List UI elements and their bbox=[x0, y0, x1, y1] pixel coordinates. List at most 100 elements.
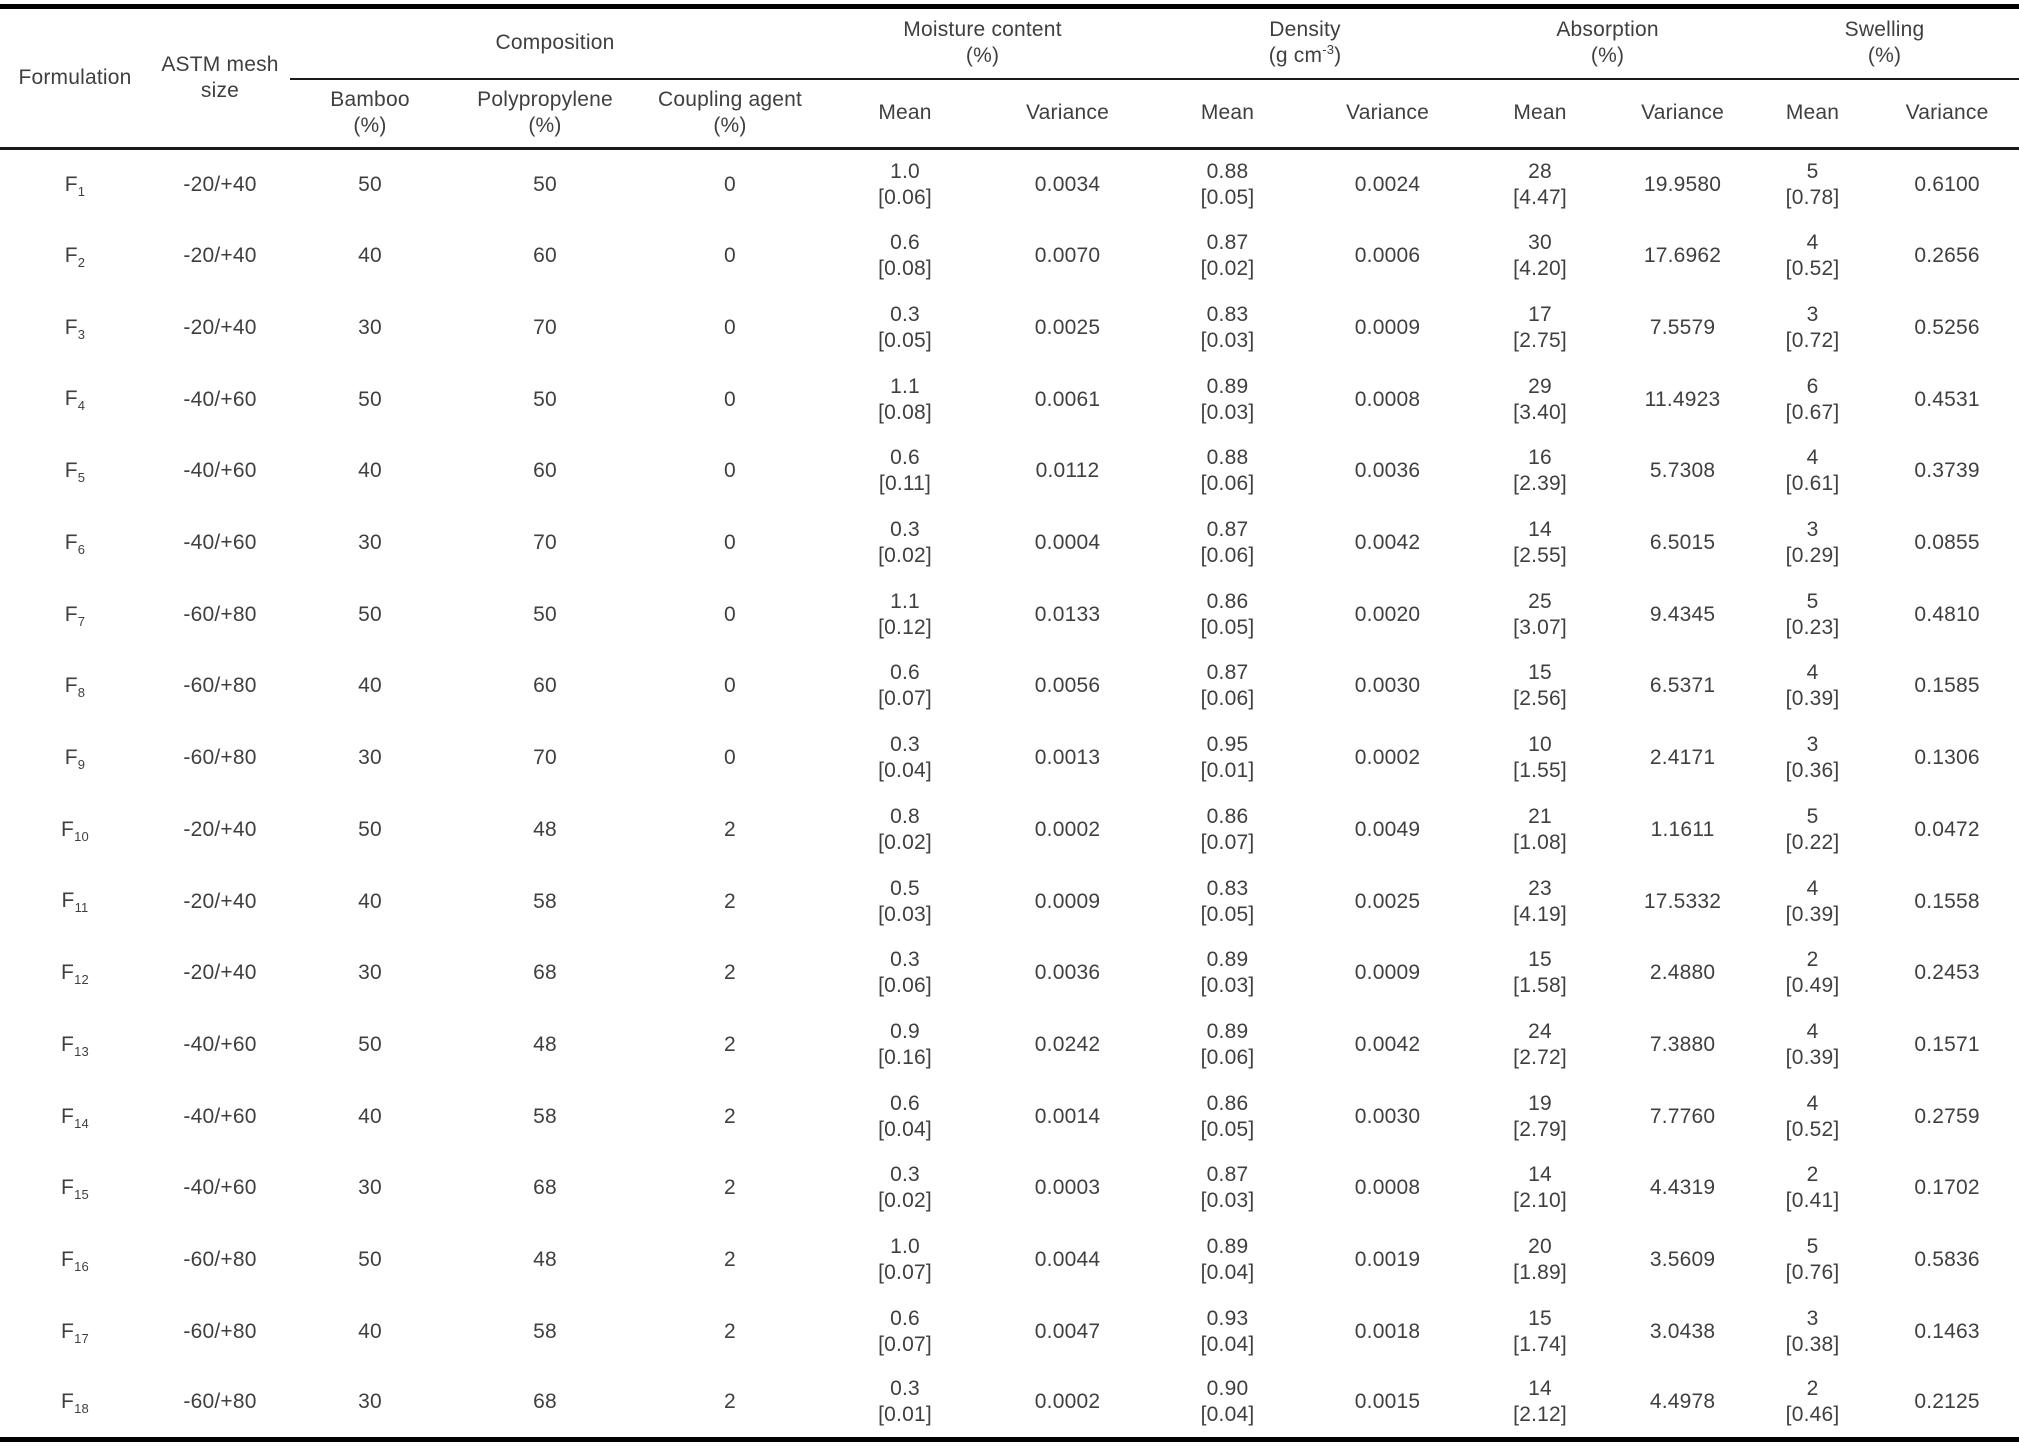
absorption-variance-cell: 4.4319 bbox=[1649, 1176, 1716, 1200]
swelling-variance-cell: 0.3739 bbox=[1914, 459, 1980, 483]
swelling-mean-cell: 6 [0.67] bbox=[1785, 374, 1840, 424]
swelling-mean-cell: 5 [0.78] bbox=[1785, 160, 1840, 210]
moisture-variance-cell: 0.0002 bbox=[1034, 817, 1101, 841]
absorption-variance-cell: 11.4923 bbox=[1644, 387, 1721, 411]
header-density-variance: Variance bbox=[1310, 78, 1466, 150]
header-formulation: Formulation bbox=[0, 6, 150, 150]
table-row: F6 -40/+60 30 70 0 0.3 [0.02] 0.0004 0.87… bbox=[0, 507, 2019, 579]
density-variance-cell: 0.0009 bbox=[1354, 961, 1421, 985]
coupling-agent-cell: 2 bbox=[724, 1248, 736, 1272]
swelling-mean-cell: 3 [0.38] bbox=[1785, 1306, 1840, 1356]
polypropylene-cell: 50 bbox=[533, 602, 557, 626]
table-row: F9 -60/+80 30 70 0 0.3 [0.04] 0.0013 0.95… bbox=[0, 722, 2019, 794]
polypropylene-cell: 48 bbox=[533, 817, 557, 841]
header-swelling-mean: Mean bbox=[1750, 78, 1876, 150]
density-mean-cell: 0.87 [0.03] bbox=[1200, 1163, 1255, 1213]
swelling-variance-cell: 0.2125 bbox=[1914, 1390, 1980, 1414]
moisture-mean-cell: 1.1 [0.08] bbox=[878, 374, 932, 424]
absorption-variance-cell: 19.9580 bbox=[1643, 173, 1722, 197]
coupling-agent-cell: 0 bbox=[724, 674, 736, 698]
formulation-cell: F3 bbox=[64, 315, 86, 342]
bamboo-cell: 40 bbox=[358, 1104, 382, 1128]
swelling-mean-cell: 5 [0.23] bbox=[1785, 589, 1840, 639]
mesh-size-cell: -60/+80 bbox=[183, 1319, 257, 1343]
formulation-cell: F17 bbox=[61, 1319, 89, 1346]
swelling-variance-cell: 0.1585 bbox=[1914, 674, 1980, 698]
header-coupling-agent: Coupling agent (%) bbox=[640, 78, 820, 150]
absorption-mean-cell: 24 [2.72] bbox=[1513, 1019, 1567, 1069]
absorption-variance-cell: 9.4345 bbox=[1649, 602, 1716, 626]
absorption-variance-cell: 5.7308 bbox=[1649, 459, 1716, 483]
header-swelling-variance: Variance bbox=[1875, 78, 2019, 150]
mesh-size-cell: -40/+60 bbox=[183, 459, 257, 483]
header-bamboo: Bamboo (%) bbox=[290, 78, 450, 150]
swelling-variance-cell: 0.1571 bbox=[1914, 1032, 1980, 1056]
density-mean-cell: 0.88 [0.05] bbox=[1200, 160, 1255, 210]
moisture-variance-cell: 0.0009 bbox=[1034, 889, 1101, 913]
bamboo-cell: 30 bbox=[358, 315, 382, 339]
coupling-agent-cell: 0 bbox=[724, 746, 736, 770]
swelling-variance-cell: 0.5256 bbox=[1914, 315, 1980, 339]
absorption-variance-cell: 7.3880 bbox=[1649, 1032, 1716, 1056]
formulation-cell: F18 bbox=[61, 1390, 89, 1417]
moisture-variance-cell: 0.0036 bbox=[1034, 961, 1101, 985]
formulation-cell: F12 bbox=[61, 961, 89, 988]
density-mean-cell: 0.83 [0.05] bbox=[1200, 876, 1255, 926]
moisture-mean-cell: 0.6 [0.08] bbox=[878, 231, 932, 281]
swelling-variance-cell: 0.2453 bbox=[1914, 961, 1980, 985]
header-absorption-variance: Variance bbox=[1615, 78, 1751, 150]
formulation-cell: F5 bbox=[64, 459, 86, 486]
header-group-composition: Composition bbox=[290, 6, 820, 80]
density-mean-cell: 0.87 [0.06] bbox=[1200, 661, 1255, 711]
bamboo-cell: 50 bbox=[358, 1032, 382, 1056]
absorption-variance-cell: 3.5609 bbox=[1649, 1248, 1716, 1272]
header-polypropylene: Polypropylene (%) bbox=[450, 78, 640, 150]
swelling-variance-cell: 0.5836 bbox=[1914, 1248, 1980, 1272]
bamboo-cell: 50 bbox=[358, 602, 382, 626]
density-mean-cell: 0.86 [0.07] bbox=[1200, 804, 1255, 854]
formulation-cell: F1 bbox=[64, 173, 86, 200]
formulation-cell: F7 bbox=[64, 602, 86, 629]
mesh-size-cell: -20/+40 bbox=[183, 244, 257, 268]
coupling-agent-cell: 2 bbox=[724, 1319, 736, 1343]
bamboo-cell: 40 bbox=[358, 1319, 382, 1343]
swelling-mean-cell: 3 [0.72] bbox=[1785, 302, 1840, 352]
polypropylene-cell: 60 bbox=[533, 459, 557, 483]
mesh-size-cell: -40/+60 bbox=[183, 530, 257, 554]
absorption-variance-cell: 17.5332 bbox=[1643, 889, 1722, 913]
table-row: F5 -40/+60 40 60 0 0.6 [0.11] 0.0112 0.88… bbox=[0, 435, 2019, 507]
density-mean-cell: 0.87 [0.02] bbox=[1200, 231, 1255, 281]
density-variance-cell: 0.0018 bbox=[1354, 1319, 1421, 1343]
swelling-variance-cell: 0.4531 bbox=[1914, 387, 1980, 411]
mesh-size-cell: -60/+80 bbox=[183, 1248, 257, 1272]
bamboo-cell: 30 bbox=[358, 746, 382, 770]
formulation-cell: F16 bbox=[61, 1248, 89, 1275]
absorption-mean-cell: 14 [2.12] bbox=[1513, 1377, 1567, 1427]
density-variance-cell: 0.0030 bbox=[1354, 1104, 1421, 1128]
mesh-size-cell: -60/+80 bbox=[183, 674, 257, 698]
density-variance-cell: 0.0042 bbox=[1354, 530, 1421, 554]
swelling-variance-cell: 0.6100 bbox=[1914, 173, 1980, 197]
table-row: F4 -40/+60 50 50 0 1.1 [0.08] 0.0061 0.89… bbox=[0, 364, 2019, 436]
absorption-mean-cell: 15 [1.58] bbox=[1513, 948, 1567, 998]
density-mean-cell: 0.93 [0.04] bbox=[1200, 1306, 1255, 1356]
swelling-variance-cell: 0.0472 bbox=[1914, 817, 1980, 841]
absorption-variance-cell: 7.7760 bbox=[1649, 1104, 1716, 1128]
header-group-moisture-content: Moisture content (%) bbox=[820, 6, 1146, 80]
absorption-mean-cell: 19 [2.79] bbox=[1513, 1091, 1567, 1141]
bamboo-cell: 50 bbox=[358, 1248, 382, 1272]
absorption-variance-cell: 17.6962 bbox=[1643, 244, 1722, 268]
bamboo-cell: 40 bbox=[358, 889, 382, 913]
mesh-size-cell: -40/+60 bbox=[183, 387, 257, 411]
header-absorption-mean: Mean bbox=[1465, 78, 1616, 150]
density-variance-cell: 0.0006 bbox=[1354, 244, 1421, 268]
mesh-size-cell: -60/+80 bbox=[183, 1390, 257, 1414]
moisture-mean-cell: 0.3 [0.04] bbox=[878, 733, 932, 783]
mesh-size-cell: -20/+40 bbox=[183, 889, 257, 913]
moisture-variance-cell: 0.0013 bbox=[1034, 746, 1101, 770]
density-variance-cell: 0.0008 bbox=[1354, 387, 1421, 411]
formulation-cell: F4 bbox=[64, 387, 86, 414]
moisture-variance-cell: 0.0061 bbox=[1034, 387, 1101, 411]
moisture-mean-cell: 0.6 [0.07] bbox=[878, 661, 932, 711]
